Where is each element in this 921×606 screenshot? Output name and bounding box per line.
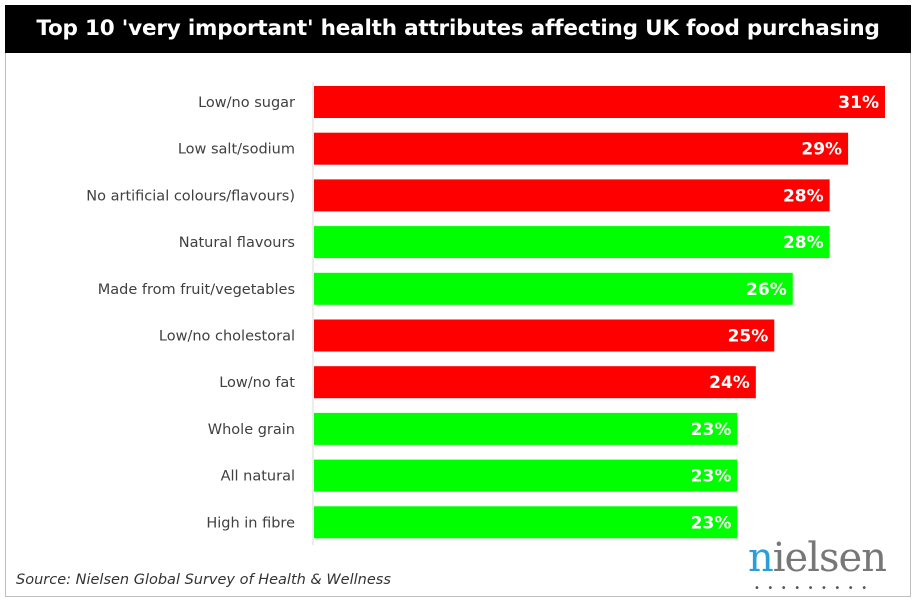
category-label: Whole grain xyxy=(208,422,295,438)
bar xyxy=(314,366,756,399)
source-note: Source: Nielsen Global Survey of Health … xyxy=(16,572,391,588)
bar xyxy=(314,272,793,305)
category-label: All natural xyxy=(221,469,295,485)
value-label: 31% xyxy=(838,93,879,113)
category-label: High in fibre xyxy=(206,515,295,531)
value-label: 25% xyxy=(728,327,769,347)
value-label: 24% xyxy=(709,373,750,393)
logo-dots: ••••••••• xyxy=(754,583,875,594)
category-label: No artificial colours/flavours) xyxy=(86,188,295,204)
category-label: Natural flavours xyxy=(179,235,295,251)
category-label: Low/no cholestoral xyxy=(159,329,295,345)
bar xyxy=(314,459,738,492)
value-label: 26% xyxy=(746,280,787,300)
value-label: 23% xyxy=(691,513,732,533)
chart-title: Top 10 'very important' health attribute… xyxy=(5,5,911,53)
nielsen-logo: nielsen xyxy=(748,535,887,581)
category-label: Made from fruit/vegetables xyxy=(98,282,295,298)
category-label: Low salt/sodium xyxy=(178,142,295,158)
value-label: 28% xyxy=(783,186,824,206)
bar xyxy=(314,86,885,118)
value-label: 23% xyxy=(691,467,732,487)
category-label: Low/no fat xyxy=(219,375,295,391)
bar xyxy=(314,412,738,445)
bar xyxy=(314,506,738,539)
bar xyxy=(314,179,830,212)
bar xyxy=(314,319,775,352)
bar xyxy=(314,132,849,165)
bar xyxy=(314,226,830,259)
value-label: 29% xyxy=(801,140,842,160)
value-label: 28% xyxy=(783,233,824,253)
category-label: Low/no sugar xyxy=(198,95,295,111)
value-label: 23% xyxy=(691,420,732,440)
